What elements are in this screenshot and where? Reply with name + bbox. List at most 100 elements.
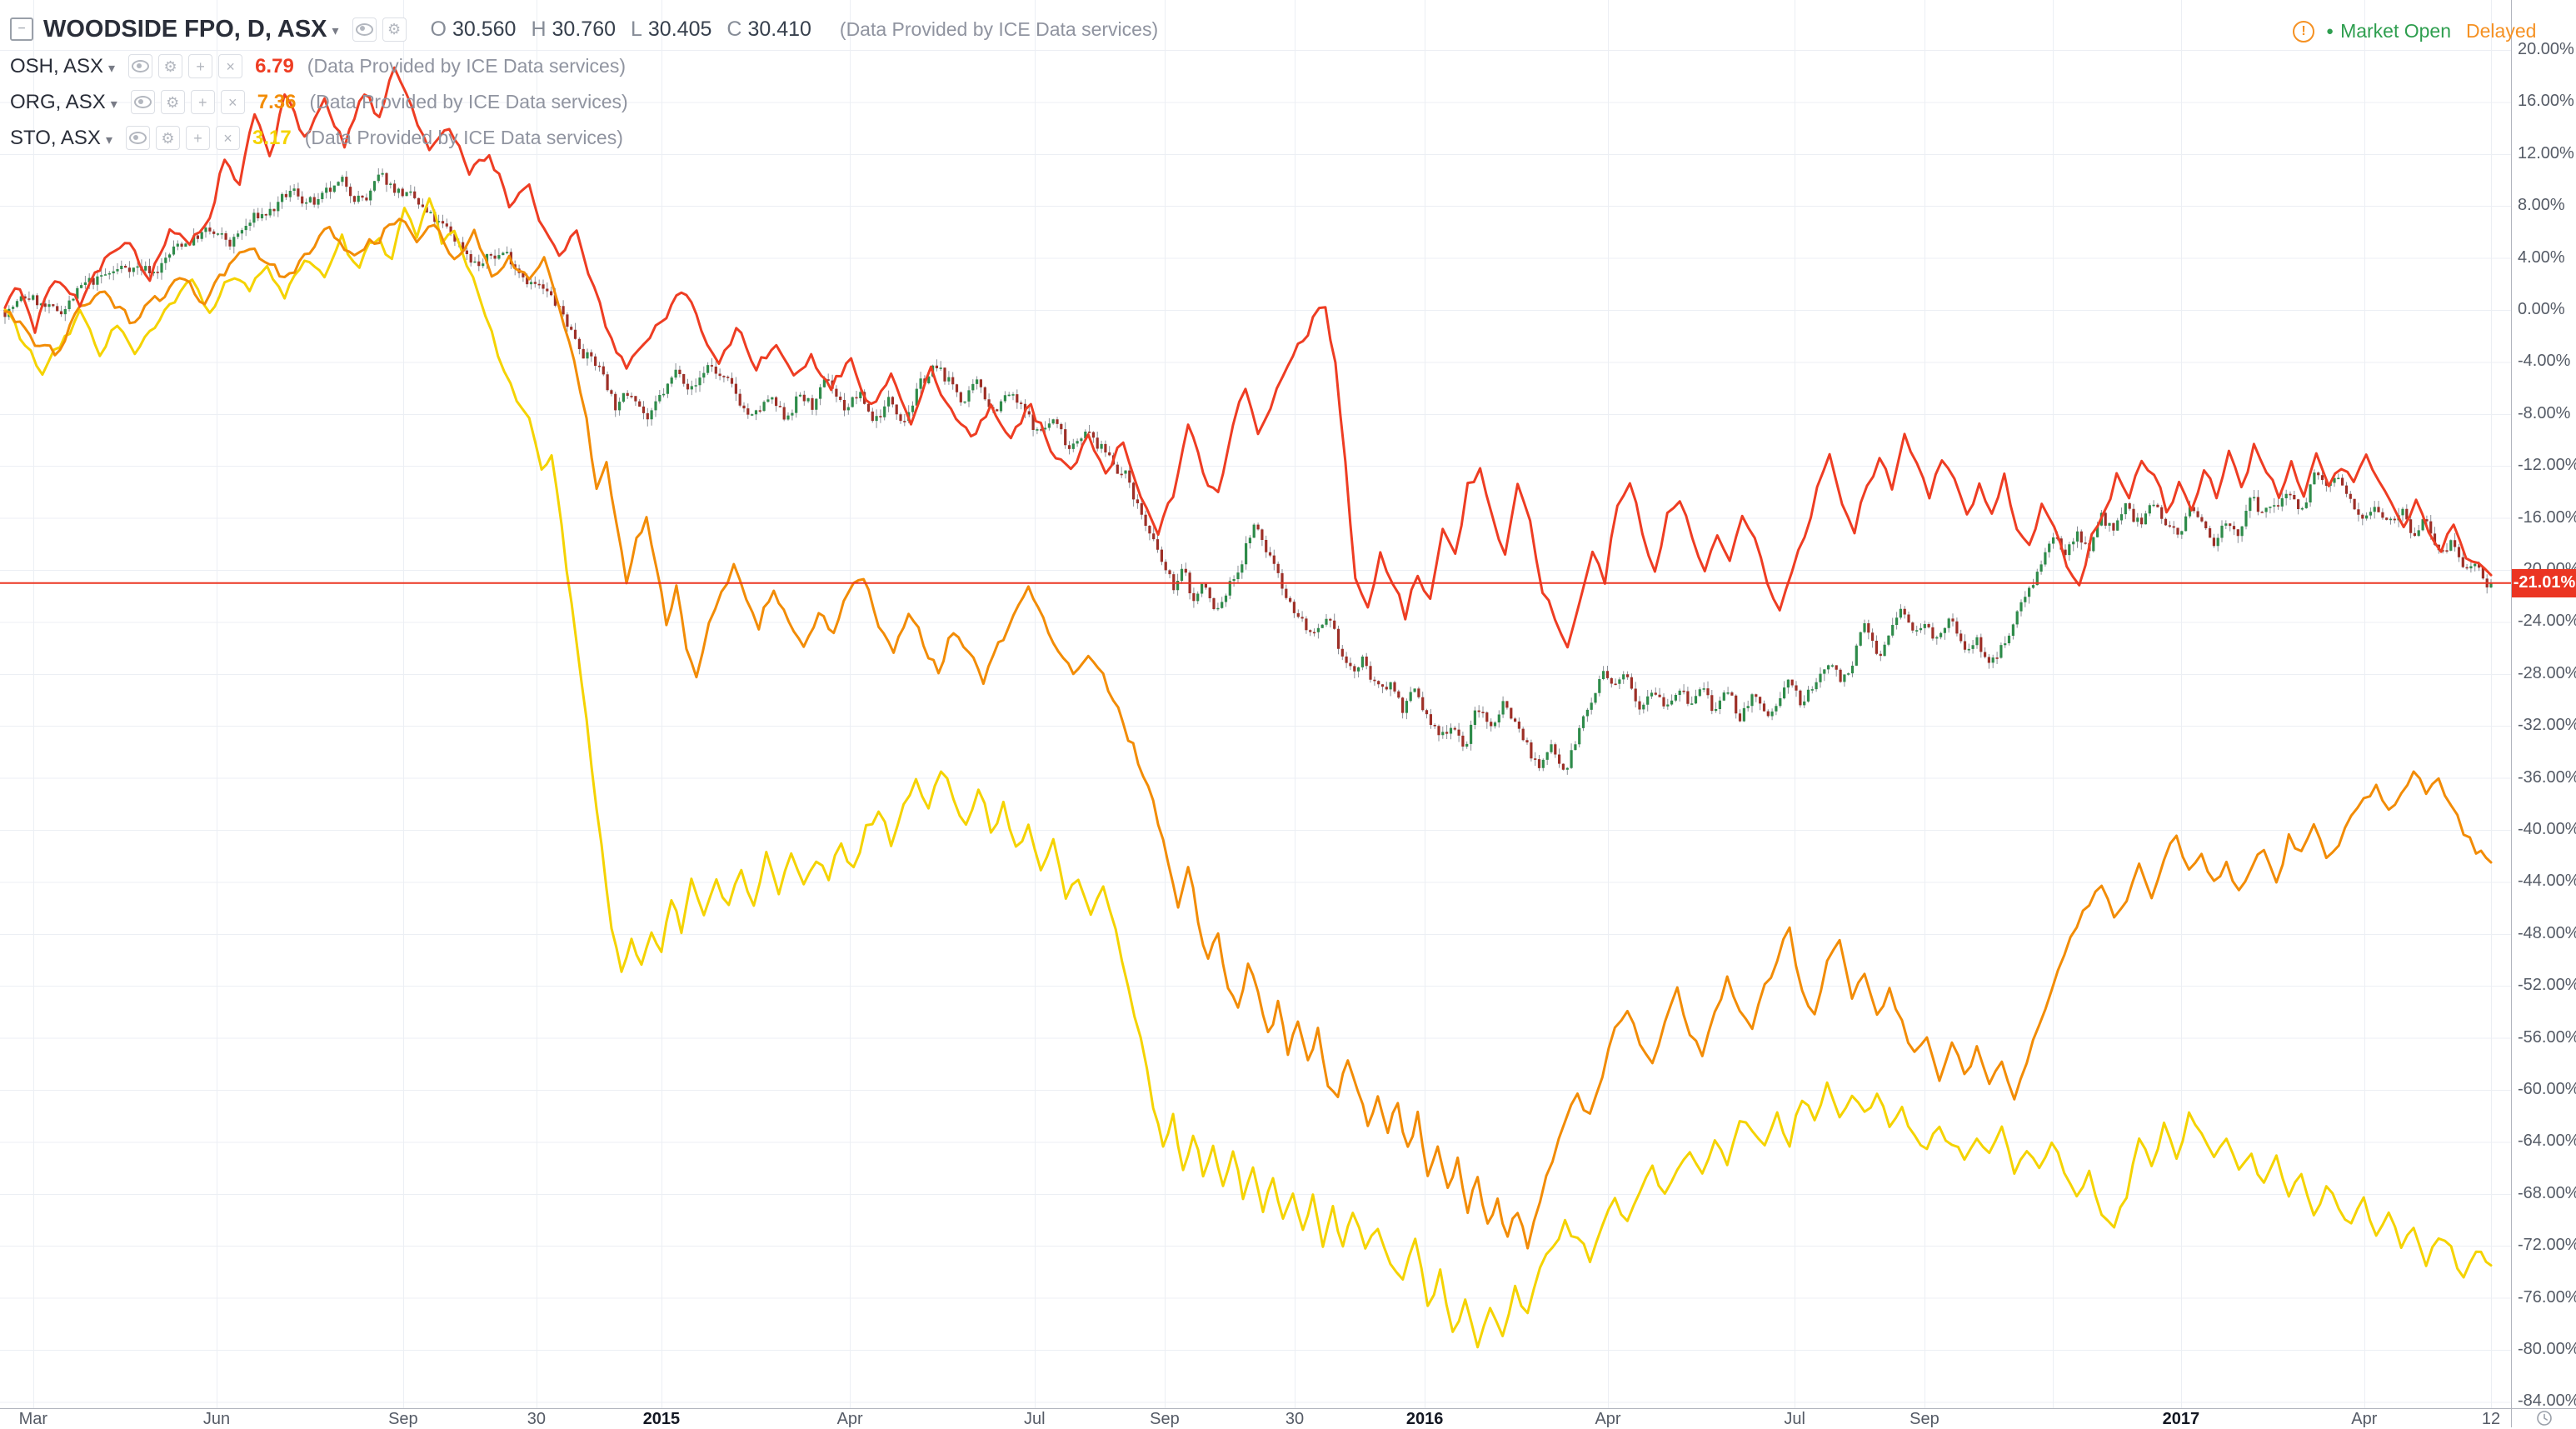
market-open-dot-icon: ● [2326,24,2334,38]
time-axis-year-label: 2016 [1405,1410,1444,1428]
eye-icon[interactable] [125,126,150,150]
gear-icon[interactable]: ⚙ [160,90,185,114]
price-axis-label: -4.00% [2518,352,2571,371]
delayed-label[interactable]: Delayed [2466,20,2537,42]
chevron-down-icon[interactable]: ▾ [110,97,117,112]
main-symbol-row: − WOODSIDE FPO, D, ASX ▾ ⚙ O 30.560 H 30… [10,10,1158,48]
gear-icon[interactable]: ⚙ [155,126,180,150]
eye-icon[interactable] [128,54,153,78]
symbol-title[interactable]: WOODSIDE FPO, D, ASX [43,15,327,42]
timezone-clock-icon [2537,1411,2552,1426]
close-icon[interactable]: × [218,54,243,78]
price-axis-label: 0.00% [2518,300,2565,318]
gear-icon[interactable]: ⚙ [382,17,407,42]
time-axis-label: Jul [1784,1410,1805,1428]
close-value: 30.410 [747,17,811,41]
time-axis-label: Apr [836,1410,863,1428]
compare-symbol-value: 6.79 [255,54,294,77]
price-axis-label: -36.00% [2518,767,2576,787]
price-axis-label: -84.00% [2518,1392,2576,1411]
eye-icon[interactable] [352,17,377,42]
price-axis-label: -56.00% [2518,1027,2576,1047]
time-axis-label: Apr [1595,1410,1621,1428]
close-icon[interactable]: × [215,126,240,150]
close-label: C [726,17,742,41]
compare-symbol-value: 3.17 [252,126,292,149]
high-value: 30.760 [552,17,616,41]
time-axis-label: Jul [1024,1410,1046,1428]
market-status: ! ● Market Open Delayed [2293,20,2536,42]
time-axis-label: Mar [18,1410,48,1428]
eye-glyph [128,132,147,144]
candles-up [7,172,2493,770]
compare-symbol-buttons: ⚙ + × [128,54,248,78]
data-provider-note: (Data Provided by ICE Data services) [304,127,623,148]
alert-icon[interactable]: ! [2293,20,2314,42]
price-chart-canvas[interactable] [0,0,2511,1408]
chevron-down-icon[interactable]: ▾ [105,132,112,147]
ohlc-values: O 30.560 H 30.760 L 30.405 C 30.410 [431,17,826,42]
time-axis-label: Sep [1910,1410,1939,1428]
legend-toggle-icon[interactable]: − [10,17,33,41]
plus-icon[interactable]: + [185,126,210,150]
market-open-label: Market Open [2340,20,2452,42]
compare-symbol-name[interactable]: OSH, ASX [10,54,104,77]
close-icon[interactable]: × [220,90,245,114]
time-axis[interactable]: Mar Jun Sep 30 2015 Apr Jul Sep 30 2016 Apr Jul Sep 2… [0,1408,2576,1428]
price-axis-label: -72.00% [2518,1236,2576,1255]
price-axis-label: -68.00% [2518,1183,2576,1202]
time-axis-label: 30 [1285,1410,1305,1428]
time-axis-label: Sep [1150,1410,1180,1428]
main-symbol-buttons: ⚙ [352,17,412,42]
compare-line-org [3,217,2493,1250]
low-label: L [631,17,642,41]
open-label: O [430,17,447,41]
last-price-tag: -21.01% [2512,568,2576,597]
price-axis-label: -32.00% [2518,716,2576,735]
axis-corner[interactable] [2511,1409,2576,1427]
price-axis-label: 16.00% [2518,92,2574,111]
time-axis-label: Apr [2351,1410,2378,1428]
high-label: H [531,17,547,41]
eye-glyph [132,60,150,72]
price-axis-label: -64.00% [2518,1132,2576,1151]
price-axis-label: -8.00% [2518,403,2571,422]
compare-symbol-name[interactable]: STO, ASX [10,126,101,149]
price-axis-label: 12.00% [2518,143,2574,162]
compare-line-osh [3,66,2493,649]
price-axis-label: -60.00% [2518,1080,2576,1098]
chevron-down-icon[interactable]: ▾ [108,61,116,76]
compare-line-sto [3,197,2493,1349]
price-axis-label: -28.00% [2518,663,2576,682]
data-provider-note: (Data Provided by ICE Data services) [839,17,1159,40]
open-value: 30.560 [452,17,517,41]
compare-symbol-value: 7.36 [257,90,297,113]
time-axis-year-label: 2015 [642,1410,681,1428]
eye-icon[interactable] [130,90,155,114]
price-axis-label: -24.00% [2518,612,2576,631]
time-axis-label: 30 [527,1410,546,1428]
data-provider-note: (Data Provided by ICE Data services) [309,91,628,112]
price-axis-label: -44.00% [2518,872,2576,891]
plus-icon[interactable]: + [190,90,215,114]
plus-icon[interactable]: + [188,54,213,78]
eye-glyph [133,96,152,108]
price-axis-label: 20.00% [2518,40,2574,58]
chevron-down-icon[interactable]: ▾ [332,24,339,38]
time-axis-label: Jun [202,1410,231,1428]
price-axis-label: -76.00% [2518,1287,2576,1307]
compare-row-org: ORG, ASX ▾ ⚙ + × 7.36 (Data Provided by … [10,84,1158,120]
time-axis-label: 12 [2481,1410,2501,1428]
eye-glyph [355,22,373,36]
compare-symbol-name[interactable]: ORG, ASX [10,90,106,113]
compare-row-osh: OSH, ASX ▾ ⚙ + × 6.79 (Data Provided by … [10,48,1158,84]
price-axis[interactable]: -21.01% 20.00% 16.00% 12.00% 8.00% 4.00% 0.00… [2511,0,2576,1411]
low-value: 30.405 [647,17,712,41]
price-axis-label: -12.00% [2518,456,2576,475]
price-axis-label: -80.00% [2518,1340,2576,1358]
gear-icon[interactable]: ⚙ [158,54,183,78]
price-axis-label: -16.00% [2518,507,2576,527]
price-axis-label: 4.00% [2518,247,2565,267]
compare-symbol-buttons: ⚙ + × [125,126,246,150]
